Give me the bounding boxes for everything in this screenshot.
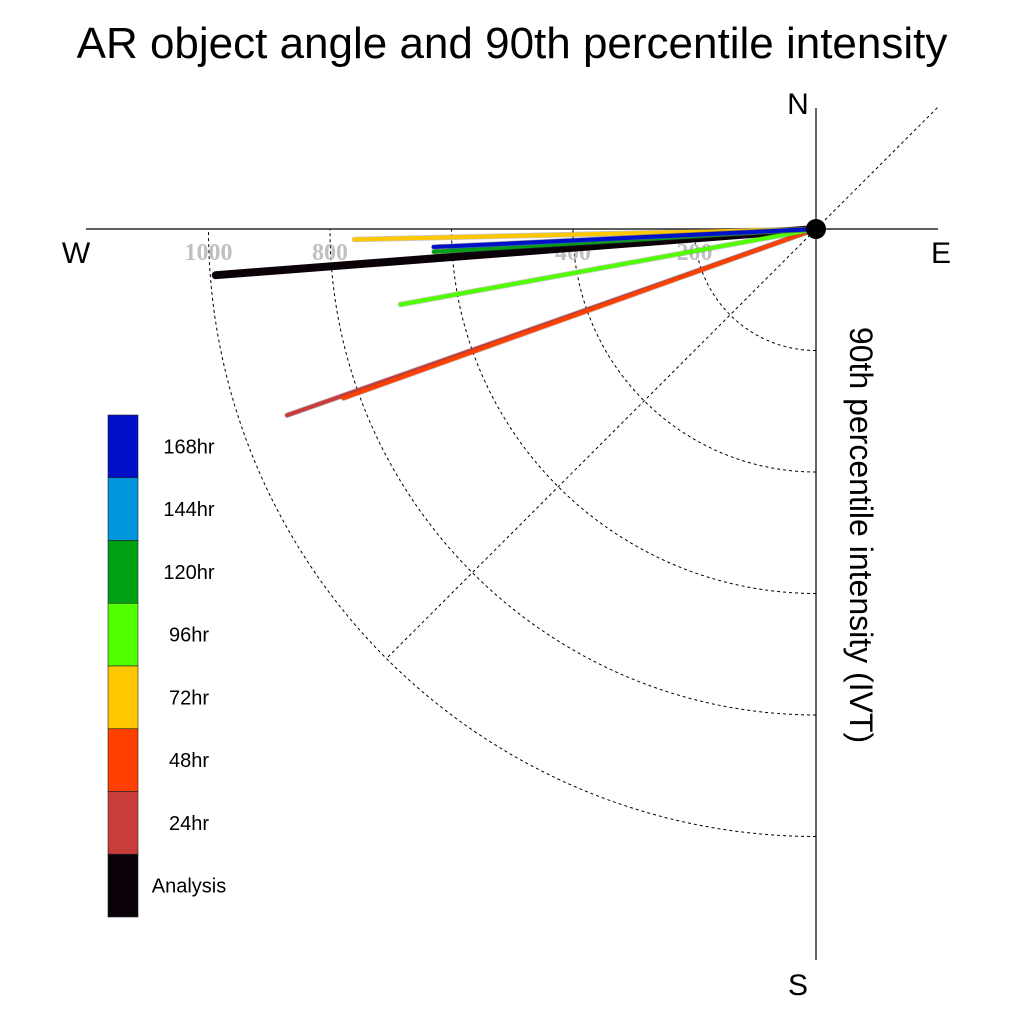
radial-tick-label: 1000 <box>185 240 233 266</box>
vector-96hr <box>398 227 818 307</box>
radial-rings <box>208 228 817 837</box>
legend-label-analysis: Analysis <box>152 876 226 898</box>
legend-swatch-24hr <box>107 791 139 855</box>
legend-label-144hr: 144hr <box>163 499 214 521</box>
radial-ring-4 <box>208 228 817 837</box>
vector-168hr <box>431 227 818 250</box>
legend-label-120hr: 120hr <box>163 562 214 584</box>
legend-swatch-72hr <box>107 665 139 730</box>
vector-48hr <box>341 227 818 401</box>
legend-swatch-48hr <box>107 728 139 792</box>
chart-title: AR object angle and 90th percentile inte… <box>77 19 948 68</box>
legend-swatch-144hr <box>107 477 139 541</box>
compass-east: E <box>931 237 951 270</box>
legend-label-72hr: 72hr <box>169 687 209 709</box>
compass-west: W <box>62 237 91 270</box>
origin-marker <box>806 219 826 239</box>
compass-south: S <box>788 969 808 1002</box>
legend-swatch-120hr <box>107 540 139 604</box>
radial-axis-label: 90th percentile intensity (IVT) <box>843 327 879 743</box>
legend-label-24hr: 24hr <box>169 813 209 835</box>
legend-label-96hr: 96hr <box>169 625 209 647</box>
compass-north: N <box>787 88 809 121</box>
radial-ring-3 <box>329 228 817 716</box>
series-vectors <box>211 225 820 419</box>
legend-label-168hr: 168hr <box>163 436 214 458</box>
radial-ring-1 <box>572 228 817 473</box>
radial-ring-0 <box>694 228 817 351</box>
legend-swatch-168hr <box>107 414 139 479</box>
legend-swatch-96hr <box>107 602 139 667</box>
legend-swatch-analysis <box>107 853 139 918</box>
radial-ring-2 <box>451 228 817 594</box>
diagonal-guide <box>387 106 939 658</box>
legend-label-48hr: 48hr <box>169 750 209 772</box>
legend: 168hr 144hr 120hr 96hr 72hr 48hr 24hr Analysis <box>107 414 226 918</box>
